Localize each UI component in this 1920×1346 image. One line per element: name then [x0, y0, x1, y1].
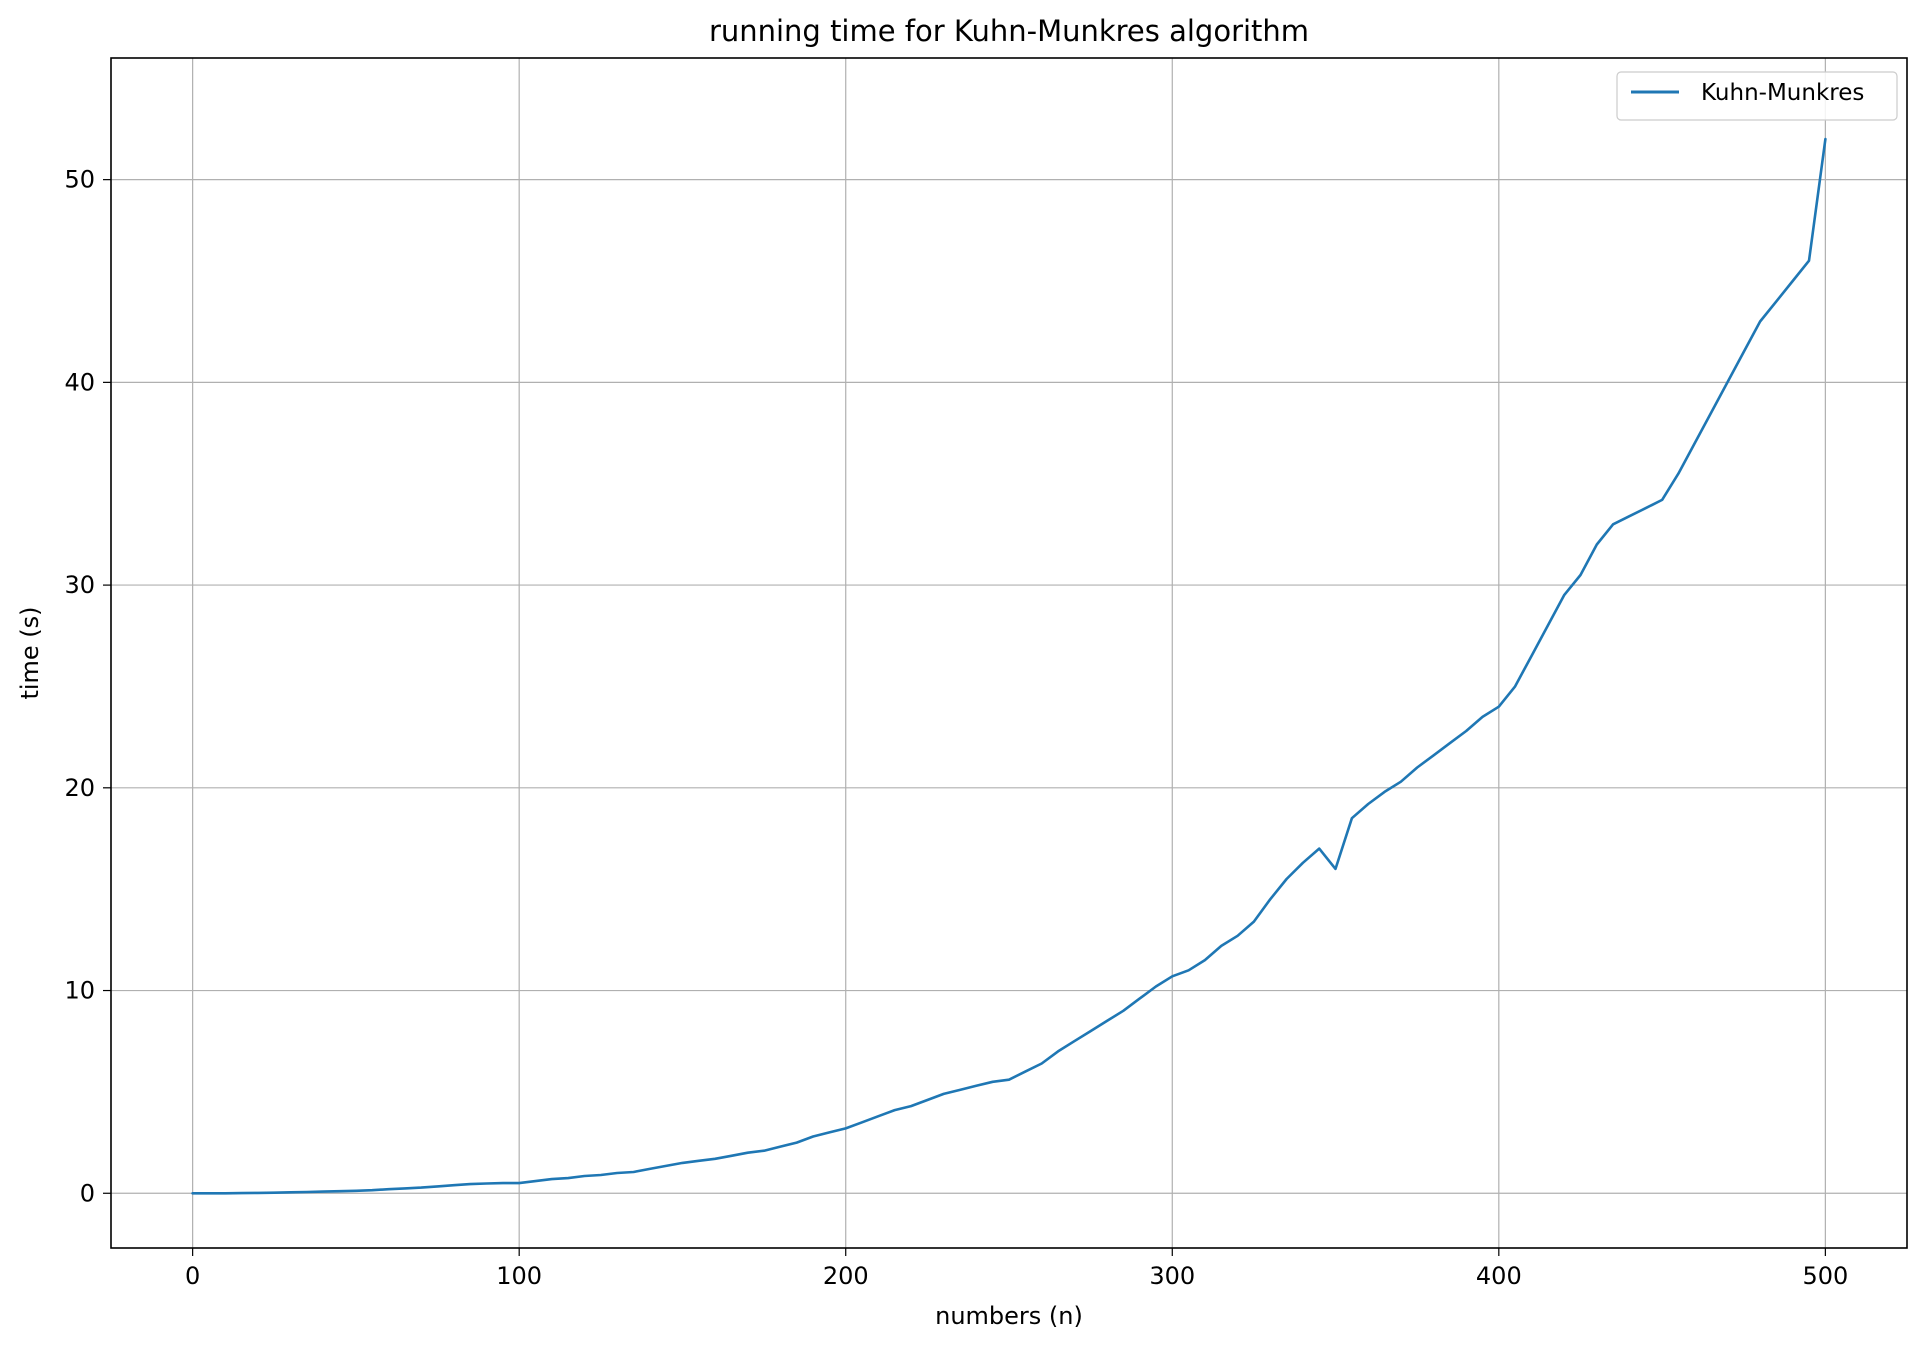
y-tick-label: 40 [64, 368, 95, 396]
chart-title: running time for Kuhn-Munkres algorithm [709, 14, 1309, 48]
x-tick-label: 500 [1802, 1262, 1848, 1290]
y-axis-label: time (s) [16, 606, 44, 699]
grid [111, 58, 1907, 1248]
y-tick-label: 10 [64, 977, 95, 1005]
x-tick-label: 400 [1476, 1262, 1522, 1290]
y-tick-label: 0 [80, 1179, 95, 1207]
series-layer [191, 137, 1827, 1195]
y-tick-label: 20 [64, 774, 95, 802]
ticks: 0 100 200 300 400 500 0 10 20 30 40 50 [64, 166, 1848, 1290]
y-tick-label: 30 [64, 571, 95, 599]
x-tick-label: 200 [823, 1262, 869, 1290]
legend-label: Kuhn-Munkres [1701, 80, 1864, 106]
x-tick-label: 0 [185, 1262, 200, 1290]
legend: Kuhn-Munkres [1616, 71, 1898, 121]
x-tick-label: 300 [1149, 1262, 1195, 1290]
series-line-kuhn-munkres [191, 137, 1827, 1195]
y-tick-label: 50 [64, 166, 95, 194]
plot-frame [110, 57, 1908, 1249]
legend-box [1616, 71, 1898, 121]
x-tick-label: 100 [496, 1262, 542, 1290]
x-axis-label: numbers (n) [935, 1302, 1083, 1330]
